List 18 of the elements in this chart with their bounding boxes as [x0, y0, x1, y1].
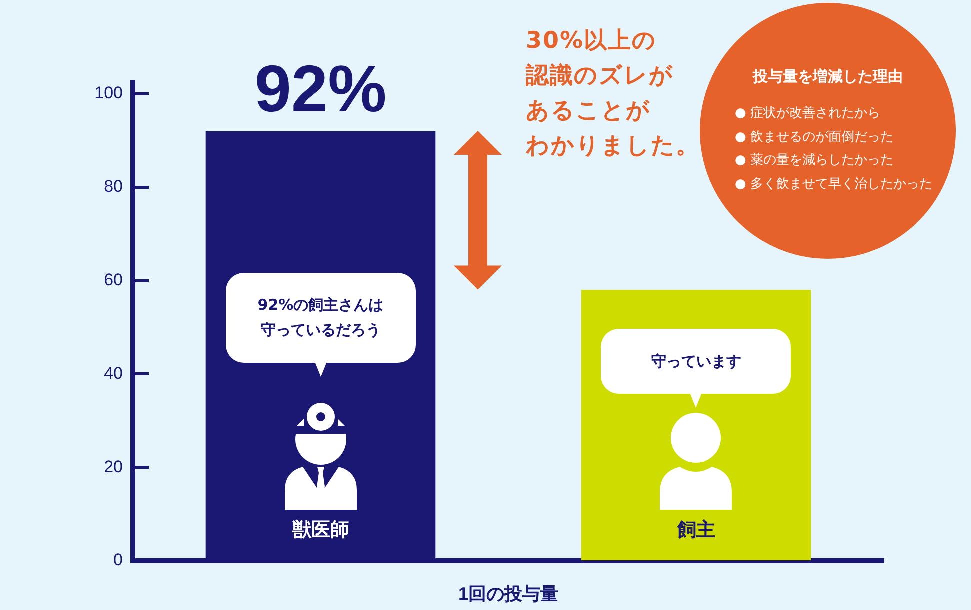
data-label: 92% [254, 51, 387, 126]
y-tick-label: 100 [94, 84, 123, 103]
y-tick-label: 20 [104, 457, 123, 476]
y-tick-label: 0 [114, 550, 123, 570]
x-axis-title: 1回の投与量 [458, 584, 559, 604]
annotation: 投与量を増減した理由 [753, 68, 903, 86]
y-tick-label: 40 [104, 364, 123, 383]
annotation: ● 飲ませるのが面倒だった [735, 128, 894, 146]
x-tick-label: 飼主 [676, 518, 716, 541]
x-tick-label: 獣医師 [291, 518, 350, 541]
annotation: ● 多く飲ませて早く治したかった [735, 176, 932, 192]
annotation: ● 症状が改善されたから [735, 105, 880, 122]
annotation: 守っています [651, 351, 742, 372]
y-tick-label: 60 [104, 270, 123, 290]
annotation: ● 薬の量を減らしたかった [735, 152, 894, 169]
y-tick-label: 80 [104, 177, 123, 196]
annotation: 30%以上の認識のズレがあることがわかりました。 [526, 27, 700, 161]
annotation: 92%の飼主さんは守っているだろう [258, 295, 384, 341]
